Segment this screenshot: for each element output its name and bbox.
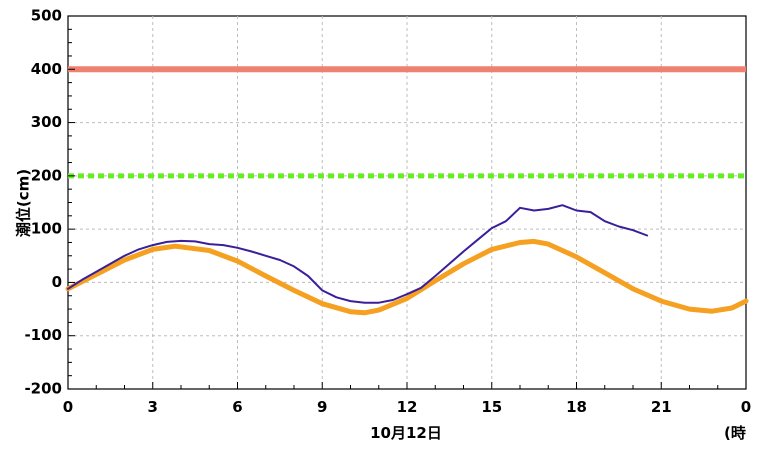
x-tick-label: 3	[148, 398, 158, 416]
x-tick-label: 0	[63, 398, 73, 416]
x-tick-labels: 0 3 6 9 12 15 18 21 0	[63, 398, 751, 416]
x-tick-label: 18	[566, 398, 587, 416]
series-line	[65, 238, 749, 316]
y-axis-title: 潮位(cm)	[15, 169, 33, 237]
axis-ticks	[67, 15, 747, 390]
series-line	[67, 204, 649, 304]
y-tick-label: 300	[31, 113, 62, 131]
y-tick-label: -100	[24, 326, 62, 344]
y-tick-label: 100	[31, 220, 62, 238]
y-tick-labels: -200 -100 0 100 200 300 400 500	[24, 7, 62, 398]
x-tick-label: 12	[397, 398, 418, 416]
x-axis-title: 10月12日	[370, 424, 442, 442]
y-tick-label: 0	[52, 273, 62, 291]
reference-lines	[68, 66, 746, 179]
x-tick-label: 0	[741, 398, 751, 416]
series-lines	[65, 204, 749, 316]
x-tick-label: 15	[481, 398, 502, 416]
x-tick-label: 9	[317, 398, 327, 416]
x-tick-label: 21	[651, 398, 672, 416]
x-tick-label: 6	[232, 398, 242, 416]
y-tick-label: 400	[31, 60, 62, 78]
x-axis-unit: (時	[724, 424, 746, 442]
y-tick-label: -200	[24, 380, 62, 398]
y-tick-label: 200	[31, 166, 62, 184]
y-tick-label: 500	[31, 7, 62, 25]
